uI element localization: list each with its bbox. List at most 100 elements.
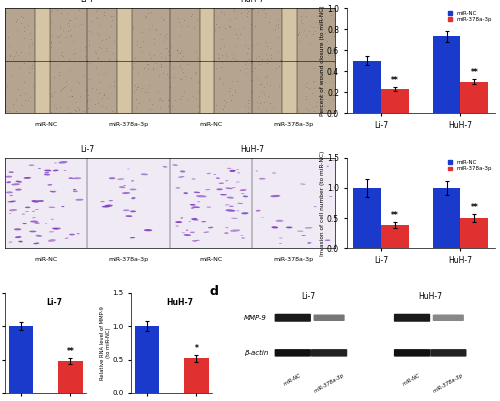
Point [183, 97, 191, 103]
Ellipse shape [279, 237, 283, 238]
Point [82, 53, 90, 59]
Bar [354, 188, 381, 248]
Point [176, 61, 184, 68]
Ellipse shape [45, 223, 47, 224]
Point [232, 43, 240, 49]
Bar [460, 218, 488, 248]
Point [320, 103, 328, 109]
Point [317, 66, 325, 73]
Ellipse shape [202, 221, 206, 222]
Point [24, 97, 32, 103]
Point [314, 85, 322, 91]
Point [55, 69, 63, 76]
Point [156, 63, 164, 70]
Point [170, 74, 178, 80]
Bar [432, 36, 460, 113]
Point [30, 109, 38, 116]
Text: HuH-7: HuH-7 [166, 298, 194, 307]
Ellipse shape [16, 180, 22, 182]
Ellipse shape [8, 172, 14, 173]
Point [95, 32, 103, 38]
Point [87, 18, 95, 24]
Bar [432, 188, 460, 248]
Ellipse shape [73, 189, 76, 190]
Point [8, 110, 16, 116]
Point [66, 93, 74, 99]
Point [100, 90, 108, 97]
Bar [282, 8, 297, 61]
Point [12, 26, 20, 33]
Point [323, 38, 331, 44]
Point [186, 75, 194, 81]
Point [244, 99, 252, 106]
Point [83, 99, 91, 105]
Point [328, 79, 336, 85]
Point [159, 16, 167, 22]
Point [310, 85, 318, 91]
Point [227, 97, 235, 103]
Point [243, 6, 251, 12]
Point [242, 41, 250, 48]
Point [48, 109, 56, 115]
Ellipse shape [304, 227, 312, 229]
Bar [5, 158, 87, 248]
Point [156, 97, 164, 103]
Ellipse shape [44, 174, 50, 176]
Point [91, 49, 99, 56]
Point [237, 10, 245, 16]
Point [262, 39, 270, 46]
Point [150, 52, 158, 59]
Point [212, 65, 220, 71]
Ellipse shape [256, 170, 258, 171]
Point [218, 59, 226, 65]
Point [140, 38, 147, 44]
Point [64, 19, 72, 26]
Point [302, 32, 310, 38]
Ellipse shape [240, 235, 244, 236]
Point [309, 104, 317, 111]
Point [182, 73, 190, 79]
Ellipse shape [196, 195, 206, 197]
Point [132, 82, 140, 89]
Ellipse shape [194, 218, 196, 219]
Point [176, 50, 184, 56]
Point [310, 77, 318, 84]
Point [266, 19, 274, 25]
Point [226, 22, 234, 29]
Point [18, 14, 26, 20]
Point [258, 89, 266, 95]
Ellipse shape [272, 172, 276, 174]
Ellipse shape [72, 190, 78, 192]
Point [192, 95, 200, 101]
Ellipse shape [6, 181, 11, 183]
Point [322, 29, 330, 36]
Bar [117, 8, 132, 61]
Point [88, 85, 96, 92]
Point [14, 52, 22, 59]
Point [47, 19, 55, 26]
Ellipse shape [216, 177, 220, 179]
Point [263, 60, 271, 67]
Point [16, 65, 24, 71]
Point [92, 14, 100, 20]
Point [305, 28, 313, 35]
Text: MMP-9: MMP-9 [244, 315, 266, 321]
Point [57, 86, 65, 92]
FancyBboxPatch shape [274, 349, 311, 356]
Point [302, 13, 310, 19]
Ellipse shape [237, 203, 244, 204]
Point [66, 27, 74, 33]
Point [12, 16, 20, 22]
Y-axis label: Percent of wound closure (to miR-NC): Percent of wound closure (to miR-NC) [320, 5, 326, 116]
Point [91, 101, 99, 107]
Point [251, 65, 259, 71]
Point [328, 12, 336, 18]
Point [260, 91, 268, 97]
Point [28, 62, 36, 68]
Point [216, 24, 224, 30]
Legend: miR-NC, miR-378a-3p: miR-NC, miR-378a-3p [448, 160, 492, 171]
Point [84, 105, 92, 111]
FancyBboxPatch shape [433, 314, 464, 321]
Ellipse shape [5, 176, 12, 178]
Point [266, 57, 274, 64]
